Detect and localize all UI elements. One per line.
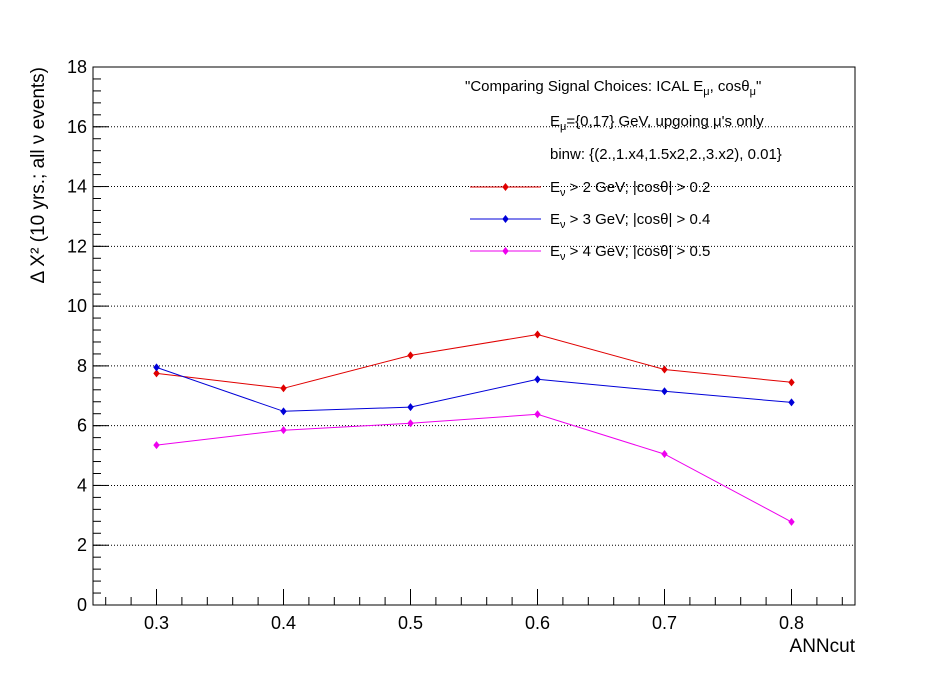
y-tick-label: 0 (77, 595, 87, 615)
legend-text-tail: > 4 GeV; |cosθ| > 0.5 (566, 243, 711, 260)
y-tick-label: 2 (77, 535, 87, 555)
data-point-s3 (153, 441, 160, 450)
annotation-line-3: binw: {(2.,1.x4,1.5x2,2.,3.x2), 0.01} (550, 146, 782, 163)
y-tick-label: 4 (77, 475, 87, 495)
data-point-s1 (153, 369, 160, 378)
legend-text-main: E (550, 179, 560, 196)
x-tick-label: 0.5 (398, 613, 423, 633)
y-axis-title: Δ X² (10 yrs.; all ν events) (28, 67, 49, 283)
grid-layer (93, 126, 855, 546)
data-point-s1 (407, 351, 414, 360)
annotation-tail: , cosθ (710, 78, 750, 95)
series-layer (153, 330, 795, 526)
annotation-text: E (550, 113, 560, 130)
annotation-sub2: μ (750, 86, 756, 98)
legend-text-main: E (550, 211, 560, 228)
x-tick-label: 0.7 (652, 613, 677, 633)
annotations: "Comparing Signal Choices: ICAL Eμ, cosθ… (465, 78, 782, 163)
legend-text-main: E (550, 243, 560, 260)
data-point-s1 (534, 330, 541, 339)
annotation-tail: ={0,17} GeV, upgoing μ's only (566, 113, 764, 130)
x-tick-label: 0.4 (271, 613, 296, 633)
data-point-s1 (661, 365, 668, 374)
annotation-line-2: Eμ={0,17} GeV, upgoing μ's only (550, 113, 764, 133)
x-tick-label: 0.8 (779, 613, 804, 633)
annotation-sub: μ (560, 121, 566, 133)
x-tick-label: 0.3 (144, 613, 169, 633)
x-axis-title: ANNcut (790, 636, 856, 657)
y-tick-label: 16 (67, 117, 87, 137)
annotation-tail2: " (756, 78, 761, 95)
data-point-s2 (661, 387, 668, 396)
legend-label-1: Eν > 2 GeV; |cosθ| > 0.2 (550, 179, 710, 199)
data-point-s3 (661, 450, 668, 459)
data-point-s1 (788, 378, 795, 387)
legend-text-sub: ν (560, 219, 566, 231)
data-point-s2 (280, 407, 287, 416)
data-point-s2 (788, 398, 795, 407)
legend-text-tail: > 3 GeV; |cosθ| > 0.4 (566, 211, 711, 228)
annotation-sub: μ (703, 86, 709, 98)
axis-layer: 0 2 4 6 8 10 12 14 16 18 0.3 0.4 0.5 0.6 0.7 0.8 (67, 57, 843, 633)
series-line-2 (156, 366, 792, 412)
legend-marker-2 (502, 215, 509, 223)
plot-frame (92, 66, 856, 606)
data-point-s3 (280, 426, 287, 435)
legend-label-2: Eν > 3 GeV; |cosθ| > 0.4 (550, 211, 710, 231)
y-tick-label: 6 (77, 416, 87, 436)
y-tick-label: 10 (67, 296, 87, 316)
data-point-s3 (534, 410, 541, 419)
data-point-s2 (153, 363, 160, 372)
y-tick-label: 14 (67, 177, 87, 197)
y-tick-label: 8 (77, 356, 87, 376)
data-point-s3 (788, 517, 795, 526)
legend-text-tail: > 2 GeV; |cosθ| > 0.2 (566, 179, 711, 196)
data-point-s3 (407, 419, 414, 428)
data-point-s2 (407, 403, 414, 412)
y-tick-label: 18 (67, 57, 87, 77)
x-tick-label: 0.6 (525, 613, 550, 633)
y-tick-label: 12 (67, 236, 87, 256)
annotation-text: binw: {(2.,1.x4,1.5x2,2.,3.x2), 0.01} (550, 146, 782, 163)
legend-marker-3 (502, 247, 509, 255)
legend-label-3: Eν > 4 GeV; |cosθ| > 0.5 (550, 243, 710, 263)
legend-marker-1 (502, 183, 509, 191)
legend: Eν > 2 GeV; |cosθ| > 0.2Eν > 3 GeV; |cos… (470, 179, 710, 263)
legend-text-sub: ν (560, 187, 566, 199)
data-point-s2 (534, 375, 541, 384)
series-line-1 (156, 333, 792, 389)
annotation-line-1: "Comparing Signal Choices: ICAL Eμ, cosθ… (465, 78, 761, 98)
series-line-3 (156, 413, 792, 523)
legend-text-sub: ν (560, 251, 566, 263)
data-point-s1 (280, 384, 287, 393)
annotation-text: "Comparing Signal Choices: ICAL E (465, 78, 703, 95)
